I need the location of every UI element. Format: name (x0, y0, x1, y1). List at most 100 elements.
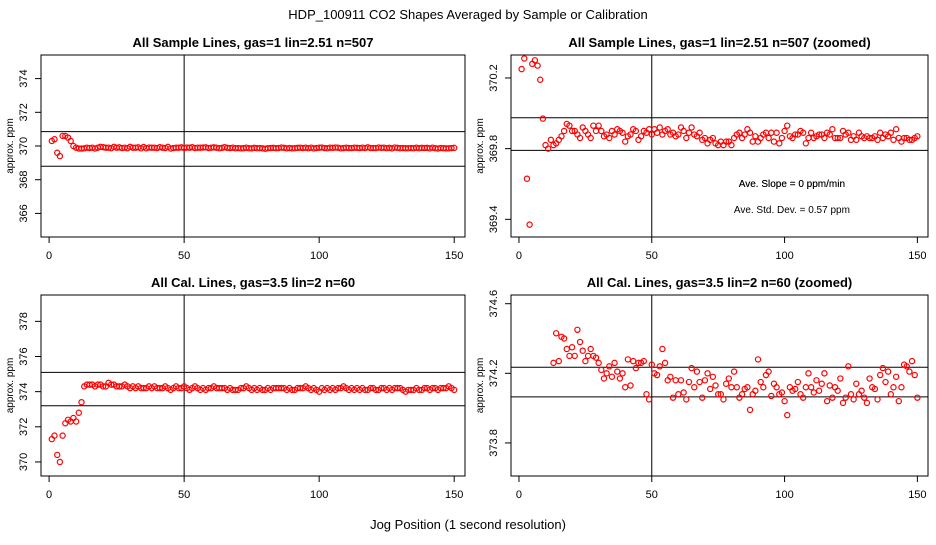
data-point (632, 127, 640, 135)
data-point (94, 381, 101, 388)
data-point (566, 352, 573, 360)
data-point (648, 131, 655, 138)
data-point (622, 138, 629, 145)
panel-2: All Sample Lines, gas=1 lin=2.51 n=507 (… (475, 35, 929, 262)
data-point (611, 131, 618, 138)
data-point (805, 370, 812, 377)
data-point (606, 363, 613, 370)
data-point (781, 127, 788, 135)
data-point (574, 326, 581, 334)
data-point (837, 375, 844, 382)
data-point (850, 396, 857, 403)
data-point (598, 366, 605, 374)
data-point (829, 394, 836, 401)
data-point (448, 144, 455, 152)
data-point (603, 370, 610, 377)
data-point (584, 352, 592, 360)
data-point (707, 385, 714, 393)
data-point (297, 384, 304, 392)
data-point (799, 394, 807, 401)
data-point (99, 383, 107, 390)
data-point (741, 131, 748, 138)
data-point (635, 359, 642, 367)
panel-title: All Sample Lines, gas=1 lin=2.51 n=507 (… (568, 35, 870, 50)
data-point (237, 384, 245, 392)
data-point (563, 345, 570, 353)
data-point (701, 134, 709, 142)
x-tick-label: 150 (908, 250, 926, 262)
data-point (765, 368, 772, 375)
data-point (834, 134, 841, 142)
data-point (59, 432, 66, 439)
x-tick-label: 50 (646, 250, 658, 262)
panel-title: All Cal. Lines, gas=3.5 lin=2 n=60 (151, 275, 355, 290)
data-point (680, 127, 687, 135)
data-point (664, 126, 671, 133)
data-point (746, 406, 754, 414)
data-point (595, 122, 602, 129)
data-point (749, 138, 756, 145)
data-point (86, 381, 93, 388)
y-tick-label: 374 (18, 69, 30, 87)
data-point (56, 458, 64, 466)
data-point (757, 378, 764, 386)
data-series (48, 379, 458, 466)
data-point (688, 364, 695, 372)
data-point (611, 359, 618, 367)
data-point (619, 370, 626, 377)
data-point (592, 354, 600, 361)
x-tick-label: 100 (310, 250, 328, 262)
data-point (717, 391, 725, 398)
data-point (560, 335, 568, 342)
data-point (709, 373, 717, 380)
data-point (696, 129, 703, 136)
data-point (712, 382, 719, 389)
data-point (722, 380, 730, 387)
data-point (218, 384, 226, 392)
data-point (746, 129, 754, 136)
y-tick-label: 376 (18, 347, 30, 365)
data-point (108, 381, 115, 388)
data-point (845, 129, 852, 136)
data-point (754, 356, 762, 363)
data-point (752, 387, 759, 394)
data-point (688, 124, 695, 131)
data-point (853, 136, 860, 144)
data-point (890, 136, 897, 144)
x-tick-label: 0 (516, 250, 522, 262)
data-point (568, 344, 576, 351)
x-tick-label: 50 (178, 489, 190, 501)
data-point (640, 357, 648, 365)
data-point (730, 368, 738, 375)
data-point (914, 394, 921, 401)
data-point (906, 136, 913, 144)
data-point (861, 394, 868, 401)
data-point (544, 145, 552, 152)
data-point (738, 391, 746, 398)
data-point (518, 65, 525, 73)
data-point (826, 131, 833, 138)
data-point (892, 373, 900, 380)
data-point (847, 391, 855, 398)
data-point (450, 386, 458, 394)
panel-4: All Cal. Lines, gas=3.5 lin=2 n=60 (zoom… (475, 179, 929, 501)
data-point (914, 133, 921, 140)
data-point (67, 137, 74, 145)
x-tick-label: 0 (516, 489, 522, 501)
x-tick-label: 150 (445, 250, 463, 262)
x-tick-label: 100 (310, 489, 328, 501)
data-point (874, 136, 881, 144)
data-point (853, 380, 860, 387)
data-point (866, 134, 873, 142)
y-tick-label: 370 (18, 137, 30, 155)
x-tick-label: 0 (46, 250, 52, 262)
data-point (653, 129, 661, 136)
data-point (661, 359, 669, 367)
data-point (768, 392, 775, 400)
y-tick-label: 374.2 (488, 360, 500, 388)
annotation: Ave. Slope = 0 ppm/min (739, 179, 845, 190)
data-point (656, 124, 663, 131)
data-point (91, 145, 99, 152)
data-point (659, 345, 666, 353)
